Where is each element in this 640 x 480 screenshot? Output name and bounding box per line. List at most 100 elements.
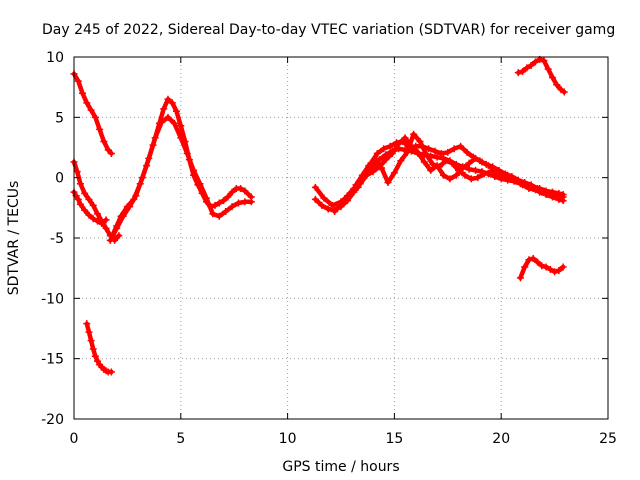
data-point	[222, 207, 230, 215]
x-tick-label: 25	[599, 431, 617, 447]
data-point	[228, 203, 236, 211]
data-point	[422, 151, 430, 159]
data-point	[403, 148, 411, 156]
data-point	[196, 180, 204, 188]
data-point	[397, 157, 405, 165]
data-point	[173, 107, 181, 115]
data-point	[410, 130, 418, 138]
y-tick-label: -20	[41, 412, 64, 428]
series-arc7	[311, 145, 567, 214]
data-point	[98, 220, 106, 228]
data-point	[224, 193, 232, 201]
data-point	[352, 181, 360, 189]
data-point	[512, 177, 520, 185]
data-point	[177, 134, 185, 142]
data-point	[211, 201, 219, 209]
data-point	[164, 95, 172, 103]
data-point	[89, 215, 97, 223]
data-point	[183, 150, 191, 158]
data-point	[177, 122, 185, 130]
data-point	[461, 171, 469, 179]
y-tick-label: 10	[46, 50, 64, 66]
x-axis-label: GPS time / hours	[282, 459, 399, 475]
y-tick-label: -5	[50, 231, 64, 247]
data-point	[190, 166, 198, 174]
data-point	[425, 145, 433, 153]
data-point	[519, 181, 527, 189]
data-point	[542, 263, 550, 271]
data-point	[433, 153, 441, 161]
data-point	[74, 77, 82, 85]
data-point	[115, 232, 123, 240]
data-point	[534, 258, 542, 266]
data-point	[102, 224, 110, 232]
data-point	[519, 67, 527, 75]
x-tick-label: 20	[492, 431, 510, 447]
x-tick-label: 10	[279, 431, 297, 447]
data-point	[107, 368, 115, 376]
data-point	[531, 58, 539, 66]
data-point	[440, 171, 448, 179]
data-point	[544, 65, 552, 73]
data-point	[538, 262, 546, 270]
data-point	[373, 150, 381, 158]
data-point	[85, 211, 93, 219]
data-point	[85, 195, 93, 203]
data-point	[382, 156, 390, 164]
y-tick-label: 5	[55, 110, 64, 126]
data-point	[350, 185, 358, 193]
data-point	[107, 150, 115, 158]
data-point	[446, 175, 454, 183]
data-point	[104, 146, 112, 154]
data-point	[531, 186, 539, 194]
data-point	[523, 64, 531, 72]
data-point	[83, 320, 91, 328]
data-point	[553, 81, 561, 89]
data-point	[514, 69, 522, 77]
data-point	[388, 150, 396, 158]
data-point	[73, 168, 81, 176]
x-tick-label: 15	[385, 431, 403, 447]
data-point	[546, 265, 554, 273]
data-point	[158, 118, 166, 126]
data-point	[79, 89, 87, 97]
data-point	[119, 212, 127, 220]
data-point	[81, 206, 89, 214]
data-series	[70, 55, 568, 376]
data-point	[414, 148, 422, 156]
series-arc6	[106, 113, 255, 244]
data-point	[378, 164, 386, 172]
data-point	[87, 106, 95, 114]
data-point	[472, 166, 480, 174]
data-point	[365, 162, 373, 170]
data-point	[516, 274, 524, 282]
series-band	[71, 189, 109, 226]
data-point	[202, 194, 210, 202]
data-point	[170, 119, 178, 127]
data-point	[145, 154, 153, 162]
series-arc9	[331, 134, 567, 215]
data-point	[164, 113, 172, 121]
data-point	[548, 74, 556, 82]
data-point	[420, 158, 428, 166]
data-point	[380, 145, 388, 153]
data-point	[521, 263, 529, 271]
data-point	[358, 171, 366, 179]
data-point	[126, 203, 134, 211]
data-point	[465, 159, 473, 167]
data-point	[384, 178, 392, 186]
data-point	[89, 345, 97, 353]
series-arc4	[83, 320, 115, 376]
data-point	[74, 195, 82, 203]
data-point	[91, 352, 99, 360]
data-point	[538, 188, 546, 196]
axis-ticks	[73, 56, 609, 420]
data-point	[83, 99, 91, 107]
data-point	[138, 174, 146, 182]
data-point	[318, 201, 326, 209]
data-point	[557, 192, 565, 200]
data-point	[93, 357, 101, 365]
data-point	[85, 328, 93, 336]
data-point	[437, 150, 445, 158]
